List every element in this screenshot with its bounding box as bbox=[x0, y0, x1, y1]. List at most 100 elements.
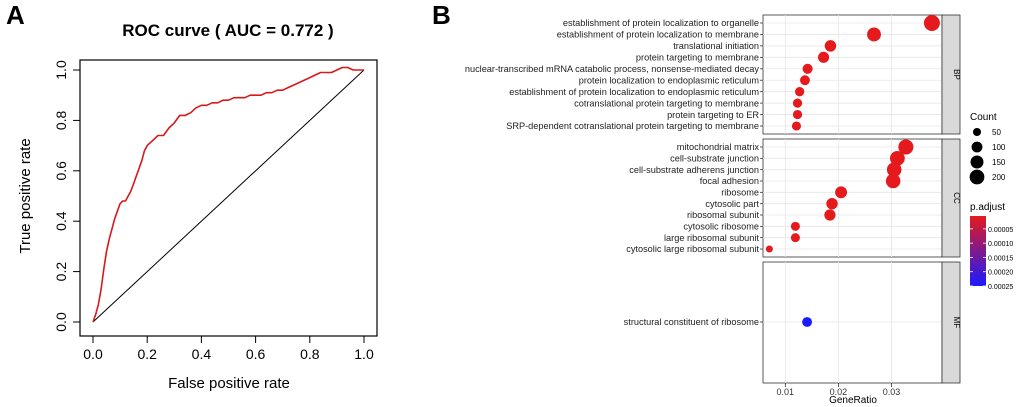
term-dot bbox=[886, 162, 902, 177]
term-dot bbox=[765, 245, 773, 253]
roc-x-tick-label: 0.0 bbox=[83, 346, 103, 362]
term-dot bbox=[800, 75, 810, 86]
term-label: structural constituent of ribosome bbox=[624, 317, 759, 327]
term-dot bbox=[792, 109, 803, 120]
facet-mf: structural constituent of ribosome MF bbox=[624, 261, 961, 384]
count-legend-label: 150 bbox=[992, 158, 1006, 167]
colorbar-tick-label: 0.00010 bbox=[988, 241, 1013, 248]
facet-strip bbox=[941, 261, 961, 384]
term-dot bbox=[890, 150, 905, 166]
count-legend-title: Count bbox=[970, 112, 997, 123]
count-legend-dot bbox=[969, 169, 985, 185]
term-dot bbox=[898, 139, 914, 155]
roc-y-tick-label: 0.0 bbox=[53, 312, 69, 332]
roc-panel: A ROC curve ( AUC = 0.772 ) 0.0 0.2 0.4 0.6… bbox=[6, 0, 378, 392]
facet-panel-bg bbox=[762, 14, 943, 135]
roc-y-tick-label: 1.0 bbox=[53, 60, 69, 80]
facet-strip-label: MF bbox=[952, 317, 961, 329]
p-adjust-legend: p.adjust 0.00005 0.00010 0.00015 0.00020 0.0… bbox=[970, 202, 1013, 291]
facet-strip bbox=[941, 14, 961, 135]
term-dot bbox=[923, 15, 940, 31]
panel-label-a: A bbox=[6, 0, 25, 30]
term-label: mitochondrial matrix bbox=[677, 142, 760, 152]
colorbar-tick-label: 0.00005 bbox=[988, 227, 1013, 234]
roc-curve bbox=[92, 66, 364, 323]
facet-strip bbox=[941, 138, 961, 258]
term-dot bbox=[794, 87, 805, 97]
count-legend-label: 200 bbox=[992, 173, 1006, 182]
colorbar-tick-label: 0.00020 bbox=[988, 270, 1013, 277]
roc-plot-box bbox=[79, 59, 378, 337]
term-label: cell-substrate adherens junction bbox=[629, 165, 759, 175]
facet-panel-bg bbox=[762, 261, 943, 384]
term-dot bbox=[824, 40, 837, 52]
term-label: translational initiation bbox=[673, 41, 759, 51]
term-label: establishment of protein localization to… bbox=[563, 18, 759, 28]
term-label: establishment of protein localization to… bbox=[557, 30, 759, 40]
term-label: nuclear-transcribed mRNA catabolic proce… bbox=[465, 64, 760, 74]
facet-bp: establishment of protein localization to… bbox=[465, 14, 961, 135]
term-label: large ribosomal subunit bbox=[664, 233, 759, 243]
roc-y-tick-label: 0.6 bbox=[53, 161, 69, 181]
p-adjust-colorbar bbox=[970, 216, 986, 286]
term-dot bbox=[835, 186, 848, 199]
x-tick-label: 0.01 bbox=[777, 387, 795, 397]
roc-title: ROC curve ( AUC = 0.772 ) bbox=[122, 21, 333, 40]
colorbar-tick-label: 0.00015 bbox=[988, 255, 1013, 262]
term-dot bbox=[885, 173, 901, 189]
dotplot-x-label: GeneRatio bbox=[829, 395, 877, 406]
roc-x-tick-label: 0.2 bbox=[137, 346, 157, 362]
term-label: cytosolic large ribosomal subunit bbox=[626, 244, 759, 254]
term-dot bbox=[802, 63, 813, 74]
term-label: protein localization to endoplasmic reti… bbox=[579, 75, 760, 85]
term-label: ribosome bbox=[721, 188, 759, 198]
term-dot bbox=[792, 98, 803, 108]
count-legend-dot bbox=[972, 127, 982, 137]
term-label: cytosolic ribosome bbox=[683, 222, 759, 232]
roc-x-label: False positive rate bbox=[168, 375, 290, 392]
term-label: ribosomal subunit bbox=[687, 210, 759, 220]
facet-cc: mitochondrial matrix cell-substrate junct… bbox=[626, 138, 961, 258]
colorbar-tick-label: 0.00025 bbox=[988, 284, 1013, 291]
term-dot bbox=[802, 317, 813, 327]
x-tick-label: 0.03 bbox=[883, 387, 901, 397]
term-label: focal adhesion bbox=[700, 176, 759, 186]
term-dot bbox=[826, 197, 838, 210]
term-label: SRP-dependent cotranslational protein ta… bbox=[506, 121, 759, 131]
x-tick-label: 0.02 bbox=[830, 387, 848, 397]
roc-y-tick-label: 0.4 bbox=[53, 211, 69, 231]
roc-y-tick-label: 0.8 bbox=[53, 110, 69, 130]
roc-x-axis: 0.0 0.2 0.4 0.6 0.8 1.0 bbox=[83, 336, 374, 362]
roc-x-tick-label: 0.4 bbox=[192, 346, 212, 362]
count-legend-dot bbox=[970, 155, 984, 169]
facet-strip-label: CC bbox=[952, 192, 961, 204]
roc-y-tick-label: 0.2 bbox=[53, 262, 69, 282]
term-label: cell-substrate junction bbox=[670, 154, 759, 164]
term-label: establishment of protein localization to… bbox=[509, 87, 759, 97]
roc-y-label: True positive rate bbox=[17, 138, 34, 253]
term-label: protein targeting to membrane bbox=[636, 53, 759, 63]
roc-x-tick-label: 0.6 bbox=[246, 346, 266, 362]
dotplot-panel: B establishment of protein localization … bbox=[432, 0, 1013, 406]
facet-strip-label: BP bbox=[952, 69, 961, 80]
term-dot bbox=[818, 51, 830, 63]
dotplot-x-axis: 0.01 0.02 0.03 bbox=[777, 383, 901, 397]
roc-x-tick-label: 1.0 bbox=[354, 346, 374, 362]
term-label: cotranslational protein targeting to mem… bbox=[574, 98, 759, 108]
count-legend-label: 50 bbox=[992, 128, 1001, 137]
term-dot bbox=[790, 233, 800, 243]
term-dot bbox=[824, 209, 836, 221]
term-dot bbox=[791, 121, 802, 131]
roc-y-axis: 0.0 0.2 0.4 0.6 0.8 1.0 bbox=[53, 60, 80, 332]
roc-x-tick-label: 0.8 bbox=[300, 346, 320, 362]
facet-panel-bg bbox=[762, 138, 943, 258]
term-dot bbox=[867, 27, 881, 42]
term-dot bbox=[790, 221, 800, 231]
count-legend: Count 50 100 150 200 bbox=[969, 112, 1006, 185]
term-label: cytosolic part bbox=[705, 199, 759, 209]
count-legend-label: 100 bbox=[992, 143, 1006, 152]
count-legend-dot bbox=[971, 141, 983, 153]
term-label: protein targeting to ER bbox=[667, 110, 759, 120]
roc-diagonal-line bbox=[92, 69, 365, 323]
